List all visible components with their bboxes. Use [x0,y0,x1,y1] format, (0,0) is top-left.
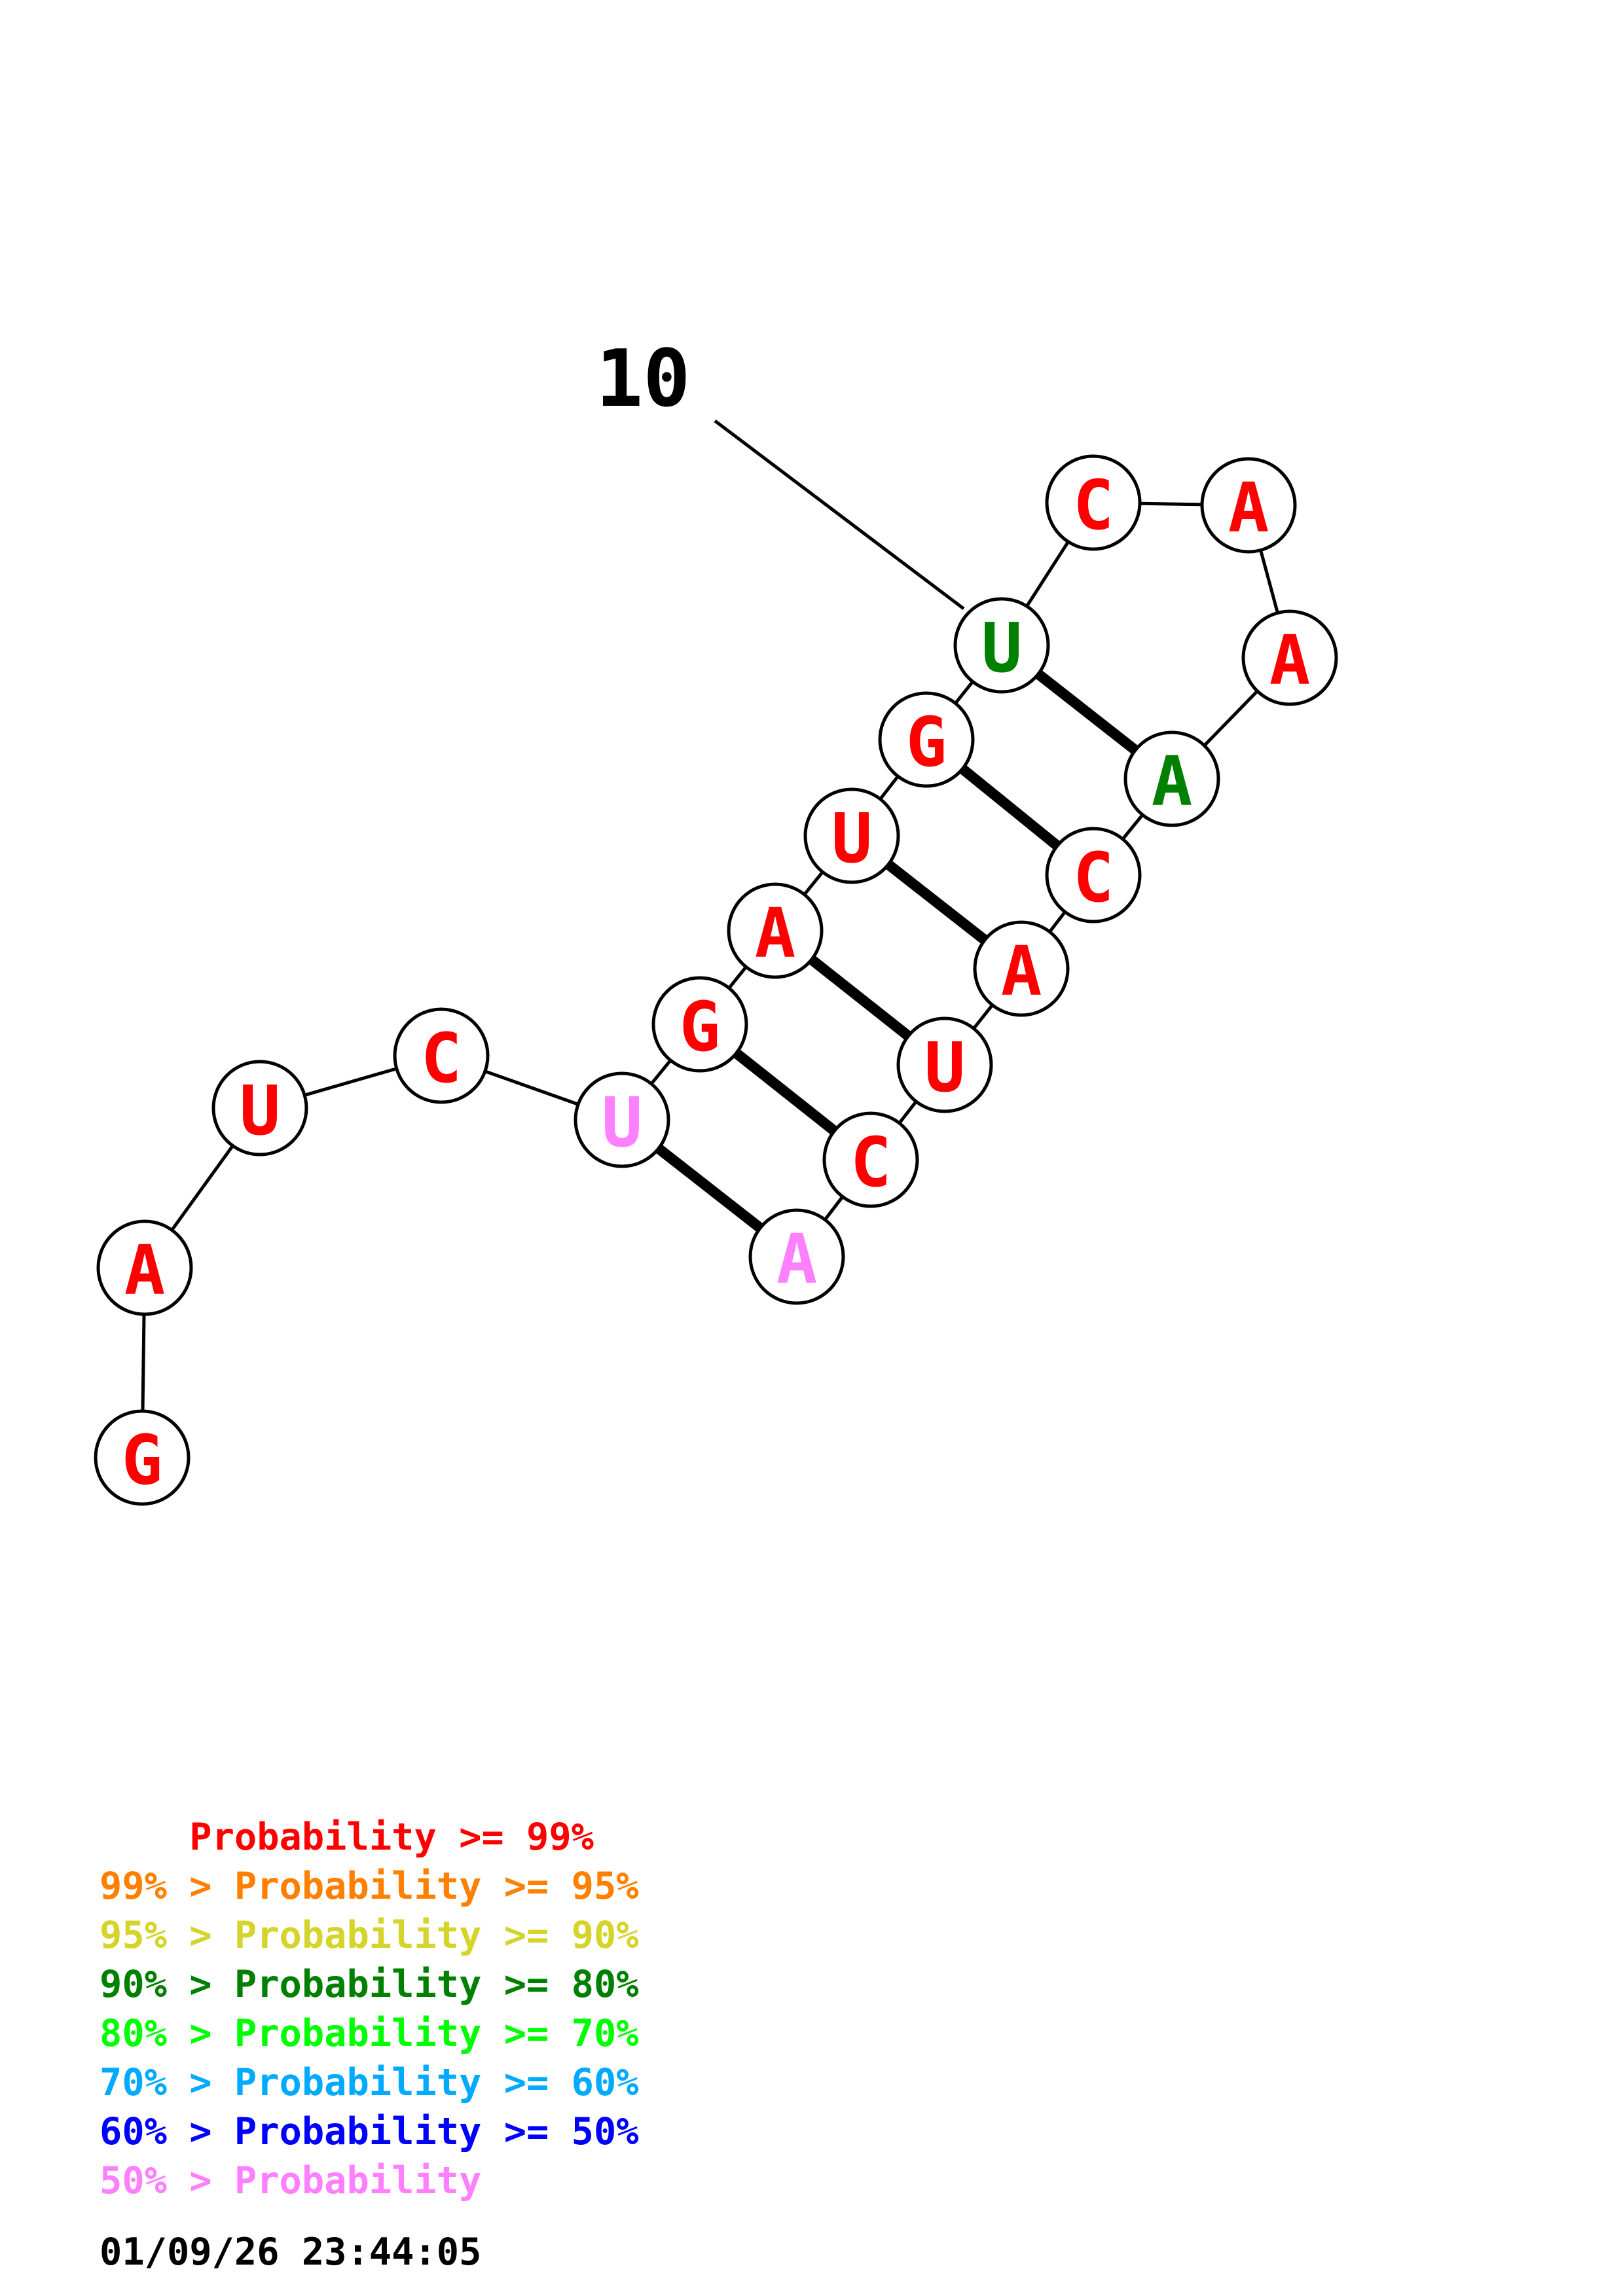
nucleotide: G [878,691,975,788]
nucleotide-letter: C [1073,838,1114,918]
nucleotide-circle [393,1007,490,1104]
nucleotide-circle [96,1219,193,1316]
legend-threshold: 95% > [100,1914,234,1957]
nucleotide-letter: G [680,987,721,1067]
nucleotide: C [1045,827,1142,924]
nucleotide: U [211,1060,308,1157]
nucleotide-letter: C [850,1122,892,1202]
nucleotide-circle [1200,457,1297,554]
legend-threshold: 50% > [100,2159,234,2202]
nucleotide: A [1123,730,1220,827]
position-label-leader-line [714,420,965,610]
nucleotide-letter: U [602,1083,643,1162]
nucleotide-letter: A [1269,620,1311,700]
legend-threshold: 99% > [100,1865,234,1908]
legend-entry: 50% > Probability [100,2159,481,2202]
nucleotide: U [953,597,1050,694]
nucleotide: C [822,1111,919,1208]
nucleotide-circle [727,882,824,979]
nucleotide-circle [1045,454,1142,551]
nucleotide-letter: C [421,1018,462,1098]
nucleotide-letter: A [1001,931,1042,1011]
legend-label: Probability [234,2159,482,2202]
timestamp: 01/09/26 23:44:05 [100,2231,482,2274]
legend-label: Probability >= 80% [234,1963,639,2006]
legend-label: Probability >= 50% [234,2110,639,2153]
nucleotide: U [896,1016,993,1113]
legend-entry: 99% > Probability >= 95% [100,1865,639,1908]
legend-label: Probability >= 99% [189,1816,594,1859]
nucleotide: A [973,920,1070,1017]
nucleotide: U [803,787,900,884]
nucleotide-letter: U [831,798,873,878]
nucleotide-circle [953,597,1050,694]
nucleotide: G [651,976,748,1073]
legend-threshold: 80% > [100,2012,234,2055]
nucleotide-circle [651,976,748,1073]
legend-threshold: 90% > [100,1963,234,2006]
nucleotide-letter: G [906,702,947,782]
legend-threshold: 60% > [100,2110,234,2153]
nucleotide-letter: U [981,608,1023,688]
nucleotide: A [96,1219,193,1316]
legend-entry: Probability >= 99% [100,1816,594,1859]
nucleotide-circle [211,1060,308,1157]
nucleotide-circle [1241,609,1338,706]
nucleotide: A [727,882,824,979]
nucleotide-circle [1123,730,1220,827]
nucleotide-letter: C [1073,465,1114,545]
nucleotide: C [393,1007,490,1104]
legend-label: Probability >= 90% [234,1914,639,1957]
nucleotide-letter: A [1228,468,1269,548]
legend-entry: 80% > Probability >= 70% [100,2012,639,2055]
nucleotide-circle [1045,827,1142,924]
nucleotide: C [1045,454,1142,551]
position-label: 10 [596,334,691,425]
nucleotide-circle [94,1409,191,1506]
nucleotide-letter: G [122,1420,163,1500]
nucleotide-letter: U [240,1071,281,1151]
nucleotide-letter: A [776,1219,818,1299]
legend-entry: 90% > Probability >= 80% [100,1963,639,2006]
legend-label: Probability >= 60% [234,2061,639,2104]
nucleotide-circle [822,1111,919,1208]
nucleotide: A [1200,457,1297,554]
nucleotide: A [748,1208,845,1305]
nucleotide: G [94,1409,191,1506]
legend-threshold [100,1816,189,1859]
nucleotide-circle [748,1208,845,1305]
nucleotide-circle [803,787,900,884]
nucleotide: A [1241,609,1338,706]
nucleotide-circle [973,920,1070,1017]
legend-entry: 70% > Probability >= 60% [100,2061,639,2104]
legend-entry: 95% > Probability >= 90% [100,1914,639,1957]
nucleotide-circle [574,1071,670,1168]
legend-threshold: 70% > [100,2061,234,2104]
nucleotide-letter: U [924,1028,966,1107]
nucleotide-circle [896,1016,993,1113]
nucleotide-circle [878,691,975,788]
legend-label: Probability >= 70% [234,2012,639,2055]
nucleotide-letter: A [755,893,796,973]
nucleotide-letter: A [1152,742,1193,821]
nucleotide-letter: A [124,1230,166,1310]
legend-entry: 60% > Probability >= 50% [100,2110,639,2153]
nucleotide: U [574,1071,670,1168]
legend-label: Probability >= 95% [234,1865,639,1908]
